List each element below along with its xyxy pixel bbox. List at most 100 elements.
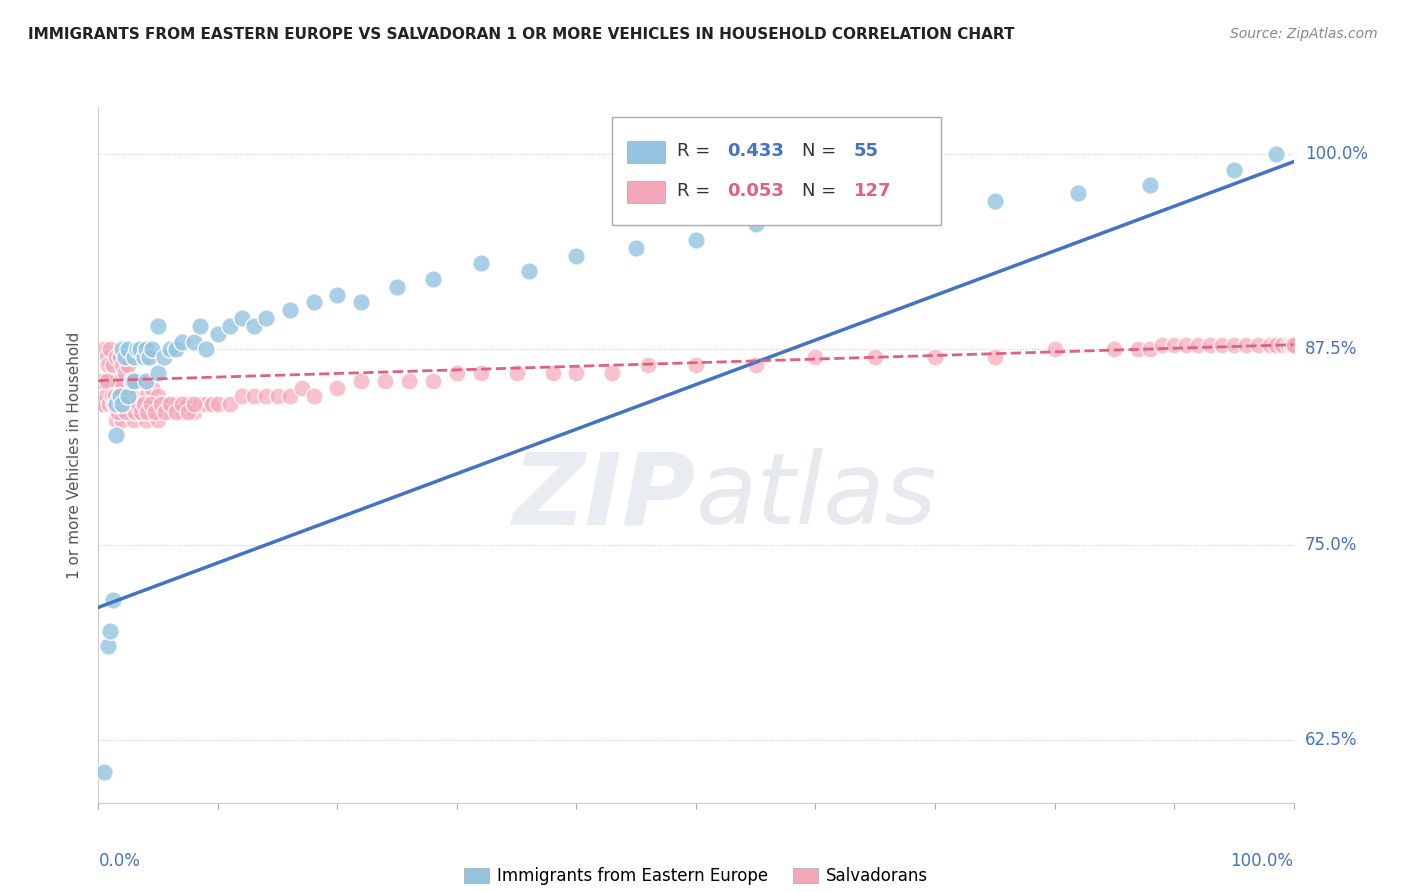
Point	[129, 374, 152, 388]
Point	[219, 397, 242, 411]
Point	[506, 366, 529, 380]
Text: 55: 55	[853, 142, 879, 160]
Point	[114, 350, 136, 364]
Point	[165, 397, 187, 411]
Point	[194, 397, 217, 411]
Point	[1175, 337, 1198, 351]
Point	[565, 366, 588, 380]
Bar	[627, 181, 665, 203]
Point	[470, 256, 492, 270]
Point	[172, 405, 194, 419]
Point	[290, 382, 312, 396]
Point	[900, 202, 922, 216]
Point	[1281, 337, 1303, 351]
Point	[326, 382, 349, 396]
Point	[111, 389, 134, 403]
Point	[422, 374, 444, 388]
Point	[177, 397, 200, 411]
Point	[148, 413, 170, 427]
Text: 62.5%: 62.5%	[1305, 731, 1357, 749]
Point	[685, 233, 707, 247]
Bar	[627, 141, 665, 163]
Point	[124, 405, 146, 419]
Text: 0.053: 0.053	[727, 182, 785, 200]
Point	[1234, 337, 1257, 351]
Point	[132, 397, 155, 411]
Point	[183, 334, 205, 349]
Point	[1150, 337, 1173, 351]
Point	[1139, 178, 1161, 193]
Point	[924, 350, 946, 364]
Point	[104, 389, 127, 403]
Text: 0.433: 0.433	[727, 142, 785, 160]
Point	[254, 311, 277, 326]
Point	[983, 194, 1005, 208]
Point	[101, 592, 124, 607]
Point	[108, 374, 131, 388]
Point	[1246, 337, 1268, 351]
Point	[118, 397, 141, 411]
Point	[165, 405, 187, 419]
Point	[136, 405, 159, 419]
Text: IMMIGRANTS FROM EASTERN EUROPE VS SALVADORAN 1 OR MORE VEHICLES IN HOUSEHOLD COR: IMMIGRANTS FROM EASTERN EUROPE VS SALVAD…	[28, 27, 1015, 42]
Point	[124, 374, 146, 388]
Point	[97, 640, 120, 654]
Point	[828, 210, 851, 224]
Point	[231, 311, 253, 326]
Point	[105, 374, 128, 388]
Point	[105, 428, 128, 442]
Point	[172, 334, 194, 349]
Point	[125, 343, 148, 357]
Point	[148, 366, 170, 380]
Point	[302, 389, 325, 403]
Point	[112, 397, 135, 411]
Point	[374, 374, 396, 388]
Point	[125, 397, 148, 411]
Point	[98, 343, 122, 357]
Point	[148, 318, 170, 333]
Point	[1139, 343, 1161, 357]
Point	[254, 389, 277, 403]
Point	[155, 405, 177, 419]
Point	[145, 397, 167, 411]
Point	[111, 413, 134, 427]
Point	[231, 389, 253, 403]
Point	[153, 350, 176, 364]
Point	[243, 318, 266, 333]
Point	[1067, 186, 1090, 200]
Point	[159, 405, 181, 419]
Point	[101, 389, 124, 403]
Point	[165, 343, 187, 357]
Point	[804, 350, 827, 364]
Point	[183, 397, 205, 411]
Point	[143, 405, 166, 419]
Point	[350, 295, 373, 310]
Point	[1128, 343, 1150, 357]
Point	[278, 389, 301, 403]
Point	[201, 397, 224, 411]
Point	[98, 374, 122, 388]
Point	[1198, 337, 1220, 351]
Point	[153, 397, 176, 411]
Point	[159, 343, 181, 357]
Point	[278, 303, 301, 318]
Point	[124, 413, 146, 427]
Point	[565, 249, 588, 263]
Point	[194, 343, 217, 357]
Point	[141, 382, 163, 396]
Point	[108, 397, 131, 411]
Point	[188, 318, 211, 333]
Point	[111, 358, 134, 372]
Point	[117, 389, 139, 403]
Point	[207, 326, 229, 341]
Point	[103, 397, 125, 411]
Point	[243, 389, 266, 403]
Point	[1277, 337, 1299, 351]
Point	[139, 397, 162, 411]
Point	[135, 413, 157, 427]
Point	[111, 343, 134, 357]
Point	[172, 397, 194, 411]
Y-axis label: 1 or more Vehicles in Household: 1 or more Vehicles in Household	[67, 331, 83, 579]
Text: ZIP: ZIP	[513, 448, 696, 545]
Text: atlas: atlas	[696, 448, 938, 545]
